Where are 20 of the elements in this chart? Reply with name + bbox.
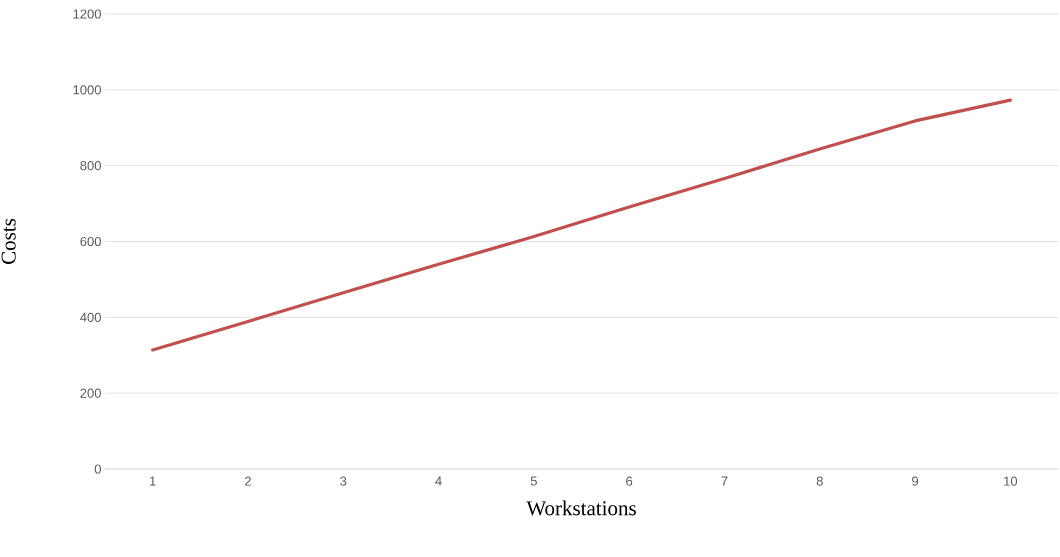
y-tick-label: 600: [80, 236, 101, 247]
x-axis-title: Workstations: [526, 500, 636, 516]
y-tick-label: 0: [94, 464, 101, 474]
x-tick-label: 4: [435, 476, 442, 486]
y-tick-label: 1200: [73, 9, 101, 19]
y-tick-label: 1000: [73, 85, 101, 95]
y-tick-label: 200: [80, 388, 101, 398]
x-tick-label: 10: [1004, 476, 1018, 486]
line-series: [151, 98, 1012, 352]
x-tick-label: 7: [721, 476, 728, 486]
x-tick-label: 9: [912, 476, 919, 486]
x-tick-label: 8: [816, 476, 823, 486]
y-axis-title: Costs: [1, 218, 16, 264]
x-tick-label: 2: [245, 476, 251, 486]
x-tick-label: 5: [530, 476, 537, 486]
x-tick-label: 3: [340, 476, 347, 486]
y-tick-label: 400: [80, 312, 101, 322]
x-tick-label: 6: [626, 476, 633, 486]
y-tick-label: 800: [80, 161, 101, 171]
x-tick-label: 1: [150, 476, 156, 486]
